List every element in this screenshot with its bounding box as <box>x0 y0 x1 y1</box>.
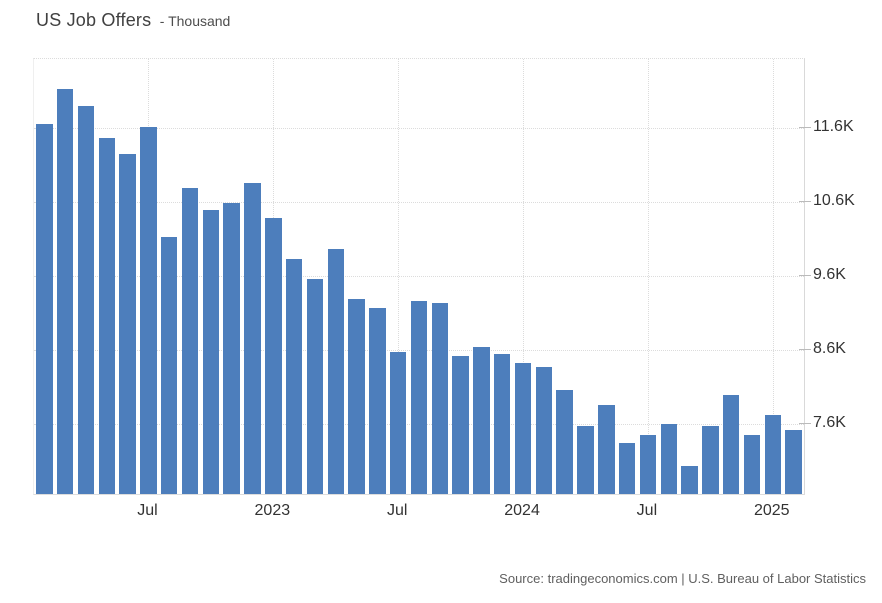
bar-2022-06[interactable] <box>119 153 136 494</box>
bar-2024-02[interactable] <box>535 366 553 494</box>
y-gridline <box>34 202 804 204</box>
y-tick-mark <box>799 423 811 425</box>
bar-2023-12[interactable] <box>494 353 511 494</box>
bar-2024-12[interactable] <box>743 434 761 494</box>
bar-2022-09[interactable] <box>181 187 199 494</box>
bar-2023-09[interactable] <box>431 302 449 494</box>
y-tick-mark <box>799 275 811 277</box>
bar-2022-03[interactable] <box>56 89 74 494</box>
bar-2023-04[interactable] <box>327 249 344 494</box>
bar-2022-02[interactable] <box>36 124 53 494</box>
y-tick-label: 7.6K <box>813 414 846 432</box>
x-gridline <box>772 59 774 494</box>
x-gridline <box>523 59 525 494</box>
x-tick-label: Jul <box>137 502 158 519</box>
bar-2023-11[interactable] <box>473 347 490 494</box>
y-gridline <box>34 276 804 278</box>
bar-2023-01[interactable] <box>265 217 282 494</box>
bar-2024-03[interactable] <box>556 390 573 494</box>
bar-2025-02[interactable] <box>785 430 802 494</box>
plot-area <box>33 58 805 495</box>
y-tick-mark <box>799 201 811 203</box>
bar-2023-07[interactable] <box>389 352 407 494</box>
bar-2022-11[interactable] <box>223 202 240 494</box>
bar-2024-11[interactable] <box>722 394 740 494</box>
bar-2024-07[interactable] <box>639 434 657 494</box>
bar-2024-05[interactable] <box>598 405 615 494</box>
bar-2024-06[interactable] <box>618 442 636 494</box>
bar-2024-10[interactable] <box>702 425 719 494</box>
bar-2023-06[interactable] <box>369 307 386 494</box>
bar-2024-08[interactable] <box>660 423 677 494</box>
bar-2022-12[interactable] <box>244 183 261 494</box>
bar-2022-05[interactable] <box>98 137 116 494</box>
x-tick-label: Jul <box>636 502 658 519</box>
bar-2022-07[interactable] <box>140 127 157 494</box>
chart-header: US Job Offers - Thousand <box>36 10 230 31</box>
x-tick-label: 2024 <box>504 502 540 519</box>
chart-unit-label: - Thousand <box>159 13 231 29</box>
y-tick-label: 11.6K <box>813 117 854 135</box>
y-tick-mark <box>799 126 811 128</box>
y-tick-label: 10.6K <box>813 192 855 210</box>
bar-2024-04[interactable] <box>577 425 594 494</box>
x-tick-label: 2025 <box>753 502 790 519</box>
bar-2023-10[interactable] <box>452 356 469 494</box>
bar-2024-01[interactable] <box>514 362 532 494</box>
bar-2024-09[interactable] <box>681 465 698 494</box>
bar-2022-08[interactable] <box>161 236 178 494</box>
y-tick-label: 8.6K <box>813 340 846 358</box>
bar-2025-01[interactable] <box>764 415 781 494</box>
bar-2023-02[interactable] <box>285 259 303 494</box>
bar-2023-03[interactable] <box>306 279 324 494</box>
x-tick-label: 2023 <box>254 502 291 519</box>
x-gridline <box>398 59 400 494</box>
y-tick-label: 9.6K <box>813 266 846 284</box>
bar-2023-05[interactable] <box>348 299 365 494</box>
x-tick-label: Jul <box>386 502 408 519</box>
y-gridline <box>34 127 804 129</box>
source-attribution: Source: tradingeconomics.com | U.S. Bure… <box>499 571 866 586</box>
x-gridline <box>647 59 649 494</box>
y-tick-mark <box>799 349 811 351</box>
bar-2023-08[interactable] <box>410 300 428 494</box>
bar-2022-10[interactable] <box>202 210 220 494</box>
chart-title: US Job Offers <box>36 10 152 30</box>
bar-2022-04[interactable] <box>77 106 95 494</box>
